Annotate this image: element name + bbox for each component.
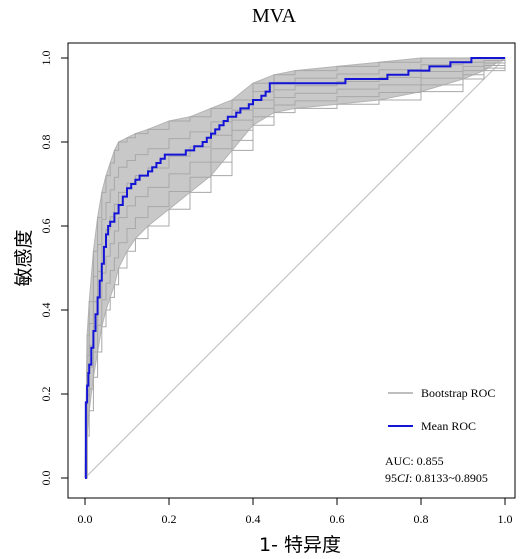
y-axis-label: 敏感度: [13, 229, 35, 286]
legend-mean-label: Mean ROC: [421, 419, 476, 433]
bootstrap-roc-curve: [85, 58, 506, 479]
bootstrap-roc-curve: [85, 58, 506, 479]
x-tick-label: 0.2: [162, 512, 177, 526]
mean-roc-curve: [84, 57, 505, 479]
y-axis-ticks: 0.0 0.2 0.4 0.6 0.8 1.0: [39, 51, 68, 486]
x-tick-label: 0.8: [414, 512, 429, 526]
y-tick-label: 0.4: [39, 303, 53, 318]
x-axis-label: 1- 特异度: [259, 534, 341, 556]
y-tick-label: 0.0: [39, 471, 53, 486]
legend-bootstrap-label: Bootstrap ROC: [421, 386, 495, 400]
bootstrap-roc-curve: [85, 57, 505, 479]
x-tick-label: 1.0: [498, 512, 513, 526]
chart-title: MVA: [252, 5, 297, 27]
x-tick-label: 0.6: [330, 512, 345, 526]
x-tick-label: 0.0: [78, 512, 93, 526]
y-tick-label: 0.8: [39, 135, 53, 150]
x-axis-ticks: 0.0 0.2 0.4 0.6 0.8 1.0: [78, 498, 513, 526]
auc-annotation: AUC: 0.855: [385, 454, 444, 468]
y-tick-label: 0.6: [39, 219, 53, 234]
ci-italic: CI: [397, 471, 410, 485]
chance-diagonal-line: [84, 57, 506, 479]
ci-prefix: 95: [385, 471, 397, 485]
ci-annotation: 95CI: 0.8133~0.8905: [385, 471, 488, 485]
x-tick-label: 0.4: [246, 512, 261, 526]
bootstrap-roc-curve: [85, 58, 506, 479]
plot-frame: [67, 42, 516, 499]
ci-value: : 0.8133~0.8905: [409, 471, 488, 485]
y-tick-label: 0.2: [39, 387, 53, 402]
y-tick-label: 1.0: [39, 51, 53, 66]
